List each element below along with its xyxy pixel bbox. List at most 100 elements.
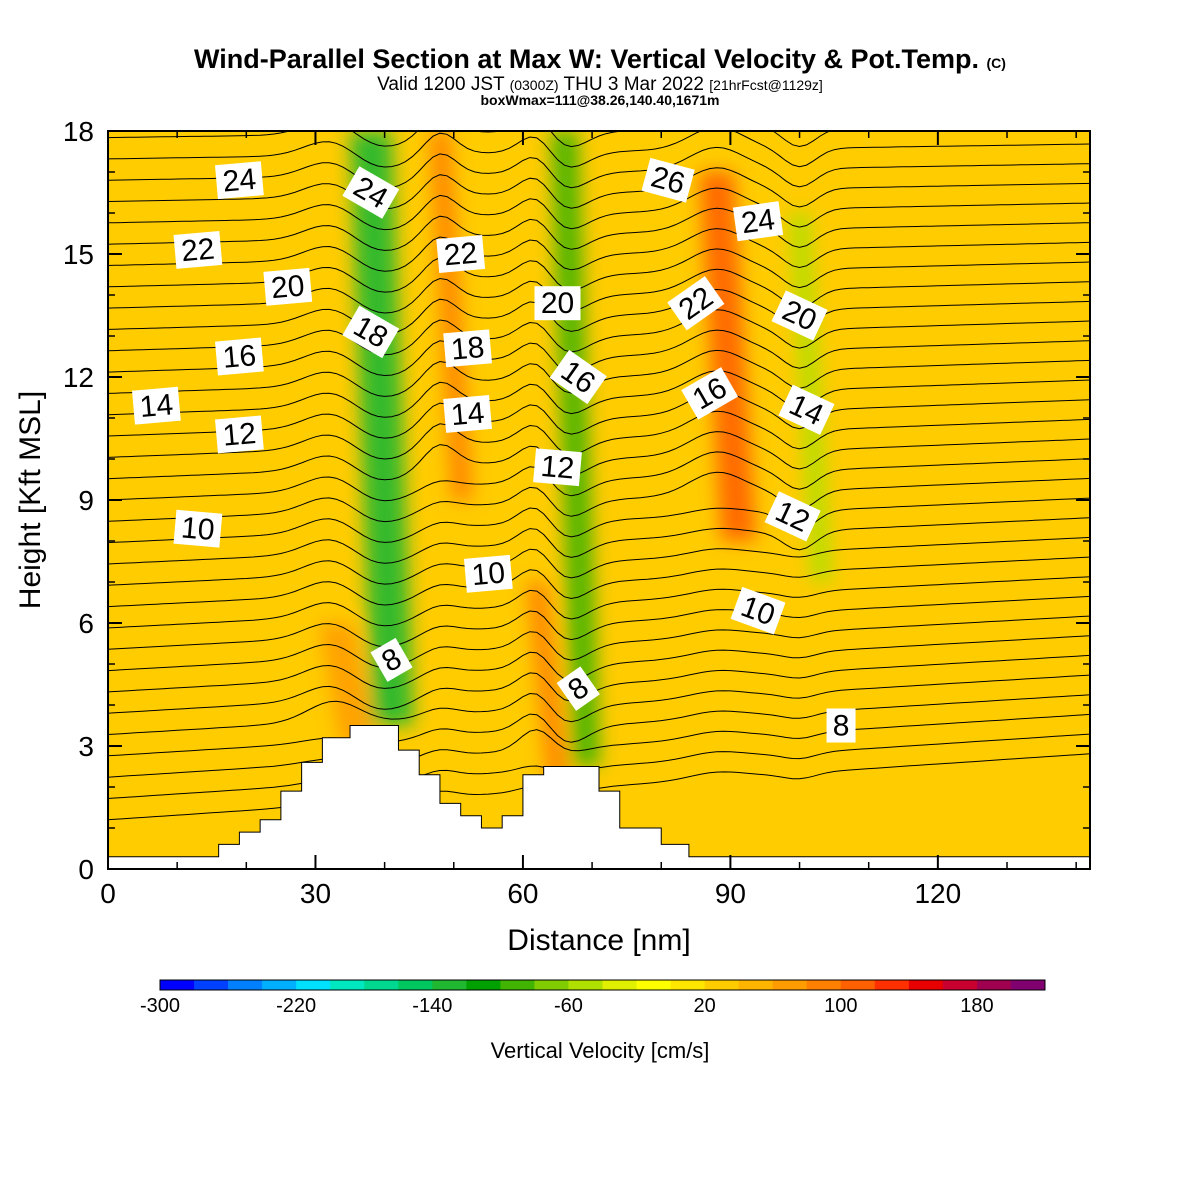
theta-contour-line	[108, 517, 1090, 565]
contour-label-text: 12	[221, 417, 257, 453]
theta-contour-line	[108, 694, 1090, 757]
theta-contour-line	[108, 410, 1090, 460]
theta-contour-line	[108, 390, 1090, 439]
contour-label: 12	[533, 448, 582, 487]
velocity-field	[108, 131, 1090, 869]
contour-label-box	[263, 267, 313, 306]
theta-contour-line	[108, 167, 1090, 210]
contour-label-text: 18	[450, 331, 486, 367]
contour-label-text: 10	[470, 556, 506, 592]
colorbar-swatch	[874, 980, 910, 990]
x-tick-label: 0	[100, 878, 116, 909]
theta-contour-line	[108, 654, 1090, 714]
theta-contour-line	[108, 370, 1090, 418]
contour-label: 20	[534, 286, 581, 321]
x-tick-label: 60	[507, 878, 538, 909]
y-tick-label: 6	[78, 608, 94, 639]
colorbar-label: Vertical Velocity [cm/s]	[490, 1038, 710, 1063]
colorbar-swatch	[840, 980, 876, 990]
theta-contour-line	[108, 451, 1090, 502]
contour-label-text: 24	[221, 163, 257, 199]
colorbar-tick-label: -300	[140, 995, 180, 1017]
theta-contour-line	[108, 131, 1090, 168]
x-tick-label: 90	[715, 878, 746, 909]
contour-label-text: 10	[180, 511, 216, 547]
colorbar-swatch	[568, 980, 603, 990]
contour-label: 12	[215, 415, 264, 454]
contour-label: 18	[443, 329, 492, 368]
colorbar-swatch	[432, 980, 467, 990]
theta-contour-line	[108, 471, 1090, 523]
colorbar-tick-label: -220	[276, 995, 316, 1017]
contour-label-text: 20	[270, 269, 306, 305]
contour-label-text: 24	[739, 203, 777, 240]
colorbar-tick-label: -140	[412, 995, 452, 1017]
colorbar-swatch	[330, 980, 365, 990]
contour-label: 24	[732, 201, 784, 242]
theta-contour-line	[108, 536, 1090, 586]
theta-contour-line	[108, 674, 1090, 735]
theta-contour-line	[108, 635, 1090, 693]
contour-label-box	[370, 637, 413, 682]
colorbar-swatch	[636, 980, 672, 990]
theta-contour-line	[108, 329, 1090, 377]
colorbar-swatch	[500, 980, 535, 990]
colorbar-swatch	[534, 980, 569, 990]
contour-label-box	[534, 286, 581, 321]
colorbar-tick-label: 180	[960, 995, 993, 1017]
theta-contour-line	[108, 556, 1090, 608]
theta-contour-line	[108, 595, 1090, 650]
x-axis-label: Distance [nm]	[507, 924, 690, 957]
contour-label-box	[771, 290, 828, 341]
theta-contour-line	[108, 288, 1090, 335]
theta-contour-line	[108, 615, 1090, 672]
theta-contour-line	[108, 309, 1090, 356]
colorbar: -300 -220 -140 -60 20 100 180	[140, 979, 1046, 1017]
y-tick-label: 0	[78, 854, 94, 885]
contour-label-text: 22	[443, 237, 479, 273]
colorbar-swatch	[772, 980, 808, 990]
terrain	[107, 725, 1091, 870]
contour-label: 10	[730, 586, 786, 635]
y-tick-label: 3	[78, 731, 94, 762]
contour-label-text: 14	[138, 388, 174, 424]
contour-label-box	[443, 394, 492, 433]
contour-label-box	[549, 349, 607, 405]
contour-label-box	[215, 337, 264, 376]
velocity-band	[318, 623, 376, 746]
y-tick-label: 12	[63, 362, 94, 393]
theta-contour-line	[108, 131, 832, 148]
y-tick-label: 15	[63, 239, 94, 270]
colorbar-swatch	[160, 980, 195, 990]
contour-label: 24	[215, 161, 264, 200]
contour-label-box	[215, 161, 264, 200]
contour-label-text: 16	[221, 339, 257, 375]
colorbar-swatch	[296, 980, 331, 990]
contour-label: 14	[443, 394, 492, 433]
contour-label: 10	[463, 554, 513, 593]
contour-label: 16	[215, 337, 264, 376]
contour-label-text: 14	[450, 397, 486, 433]
colorbar-swatch	[806, 980, 842, 990]
velocity-band	[699, 172, 756, 541]
box-info: boxWmax=111@38.26,140.40,1671m	[480, 92, 720, 108]
contour-label: 22	[173, 230, 223, 269]
contour-label: 10	[173, 509, 223, 548]
colorbar-swatch	[364, 980, 399, 990]
colorbar-swatch	[908, 980, 944, 990]
contour-label-box	[764, 491, 821, 542]
contour-label-box	[173, 509, 223, 548]
chart-title: Wind-Parallel Section at Max W: Vertical…	[194, 44, 1006, 74]
y-tick-label: 18	[63, 116, 94, 147]
theta-contour-line	[108, 497, 1090, 544]
theta-contour-line	[108, 146, 1090, 189]
axes: 0 30 60 90 120 0 3 6 9 12 15 18	[63, 116, 1090, 909]
contour-label-text: 8	[833, 710, 850, 743]
contour-label-box	[132, 386, 181, 425]
contour-label-box	[641, 157, 695, 203]
contour-label-box	[730, 586, 786, 635]
terrain-mask	[107, 725, 1091, 870]
theta-contour-line	[108, 713, 1090, 778]
contour-label-box	[533, 448, 582, 487]
